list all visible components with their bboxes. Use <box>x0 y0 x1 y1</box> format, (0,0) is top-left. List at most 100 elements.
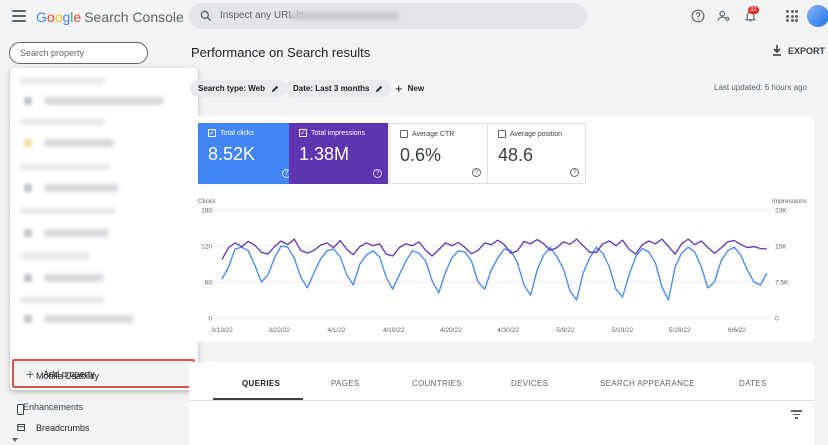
help-icon[interactable]: ? <box>373 169 382 178</box>
metric-value: 1.38M <box>299 144 350 164</box>
active-tab-indicator <box>213 398 303 400</box>
google-letter: g <box>62 9 71 25</box>
filter-chip-date[interactable]: Date: Last 3 months <box>285 80 392 97</box>
redacted-property-item[interactable] <box>44 315 134 323</box>
manage-users-icon[interactable] <box>715 7 733 25</box>
new-filter-label: New <box>407 84 425 93</box>
add-property-button[interactable]: + Add property <box>12 359 195 388</box>
redacted-property-item[interactable] <box>44 139 114 147</box>
x-axis-tick-label: 5/19/22 <box>612 327 634 334</box>
nav-item-breadcrumbs[interactable]: Breadcrumbs <box>36 423 90 433</box>
main-menu-icon[interactable] <box>12 10 26 22</box>
url-inspect-search[interactable]: Inspect any URL in <box>189 3 587 29</box>
redacted-property-item[interactable] <box>44 184 119 192</box>
product-name: Search Console <box>84 9 184 25</box>
y-axis-right-tick-label: 7.5K <box>775 280 789 287</box>
google-apps-icon[interactable] <box>786 10 798 22</box>
x-axis-tick-label: 4/20/22 <box>440 327 462 334</box>
y-axis-left-tick-label: 0 <box>208 316 212 323</box>
metric-value: 0.6% <box>400 145 442 165</box>
google-letter: o <box>54 9 63 25</box>
checkbox-unchecked-icon[interactable] <box>498 130 506 138</box>
google-letter: o <box>46 9 55 25</box>
x-axis-tick-label: 3/13/22 <box>211 327 233 334</box>
checkbox-unchecked-icon[interactable] <box>400 130 408 138</box>
y-axis-left-tick-label: 180 <box>201 208 212 215</box>
page-title: Performance on Search results <box>191 45 371 60</box>
search-console-logo[interactable]: Google Search Console <box>36 9 184 25</box>
metric-label: Total impressions <box>311 129 366 137</box>
metric-value: 48.6 <box>498 145 534 165</box>
metric-total-clicks[interactable]: ✓ Total clicks 8.52K ? <box>198 123 297 184</box>
y-axis-left-tick-label: 120 <box>201 244 212 251</box>
nav-item-mobile-usability[interactable]: Mobile Usability <box>36 371 99 381</box>
y-axis-right-title: Impressions <box>772 198 808 205</box>
search-icon <box>200 10 212 22</box>
property-favicon-icon <box>24 315 32 323</box>
tab-countries[interactable]: COUNTRIES <box>412 379 462 388</box>
y-axis-left-title: Clicks <box>198 198 216 205</box>
clicks-series-line <box>221 245 768 301</box>
breadcrumbs-icon <box>17 423 26 432</box>
checkbox-checked-icon[interactable]: ✓ <box>208 129 216 137</box>
x-axis-tick-label: 5/28/22 <box>669 327 691 334</box>
redacted-group-header <box>20 208 115 214</box>
redacted-group-header <box>20 297 105 303</box>
help-icon[interactable]: ? <box>472 168 481 177</box>
last-updated-text: Last updated: 6 hours ago <box>714 83 807 92</box>
x-axis-tick-label: 4/1/22 <box>327 327 345 334</box>
export-label: EXPORT <box>788 45 826 56</box>
performance-line-chart: 180 23K 120 15K 60 7.5K 0 0 Clicks Impressions 3/1… <box>198 198 808 334</box>
filter-chip-search-type[interactable]: Search type: Web <box>190 80 287 97</box>
top-app-bar: Google Search Console Inspect any URL in … <box>0 0 828 34</box>
add-property-label: Add property <box>43 368 95 379</box>
redacted-property-item[interactable] <box>44 229 109 237</box>
tabs-divider <box>189 400 814 401</box>
x-axis-tick-label: 4/10/22 <box>383 327 405 334</box>
left-sidebar: Search property + Add property Mobile Us… <box>0 34 198 445</box>
plus-icon: + <box>26 365 35 382</box>
filter-chip-label: Search type: Web <box>198 84 265 93</box>
metric-label: Average position <box>510 130 563 138</box>
new-filter-button[interactable]: + New <box>395 80 424 97</box>
nav-item-label: Breadcrumbs <box>36 423 90 433</box>
y-axis-right-tick-label: 0 <box>775 316 779 323</box>
dimension-tabs-card: QUERIES PAGES COUNTRIES DEVICES SEARCH A… <box>189 362 814 445</box>
redacted-property-item[interactable] <box>44 97 164 105</box>
checkbox-checked-icon[interactable]: ✓ <box>299 129 307 137</box>
metric-total-impressions[interactable]: ✓ Total impressions 1.38M ? <box>289 123 388 184</box>
smartphone-icon <box>17 404 24 415</box>
x-axis-tick-label: 3/22/22 <box>268 327 290 334</box>
redacted-group-header <box>20 78 105 84</box>
metric-average-position[interactable]: Average position 48.6 ? <box>487 123 586 184</box>
help-icon[interactable] <box>689 7 707 25</box>
redacted-group-header <box>20 253 90 259</box>
redacted-property-item[interactable] <box>44 274 104 282</box>
metric-average-ctr[interactable]: Average CTR 0.6% ? <box>389 123 488 184</box>
redacted-group-header <box>20 119 105 125</box>
filter-rows-icon[interactable] <box>791 410 802 419</box>
property-favicon-icon <box>24 139 32 147</box>
redacted-group-header <box>20 164 110 170</box>
property-favicon-icon <box>24 97 32 105</box>
x-axis-tick-label: 6/6/22 <box>728 327 746 334</box>
enhancements-section-header[interactable]: Enhancements <box>23 402 83 412</box>
tab-pages[interactable]: PAGES <box>331 379 360 388</box>
property-dropdown <box>10 68 198 390</box>
export-button[interactable]: EXPORT <box>772 45 825 56</box>
help-icon[interactable]: ? <box>570 168 579 177</box>
download-icon <box>773 45 781 56</box>
metric-label: Total clicks <box>220 129 254 137</box>
account-avatar[interactable] <box>807 5 828 27</box>
section-label: Enhancements <box>23 402 84 412</box>
tab-queries[interactable]: QUERIES <box>242 379 281 388</box>
notification-count-badge: 32 <box>748 6 759 14</box>
tab-search-appearance[interactable]: SEARCH APPEARANCE <box>600 379 695 388</box>
google-wordmark: Google <box>36 9 81 25</box>
chevron-down-icon[interactable] <box>12 438 18 442</box>
tab-devices[interactable]: DEVICES <box>511 379 549 388</box>
property-search-input[interactable]: Search property <box>9 42 148 64</box>
google-letter: e <box>73 9 82 25</box>
tab-dates[interactable]: DATES <box>739 379 767 388</box>
property-favicon-icon <box>24 229 32 237</box>
